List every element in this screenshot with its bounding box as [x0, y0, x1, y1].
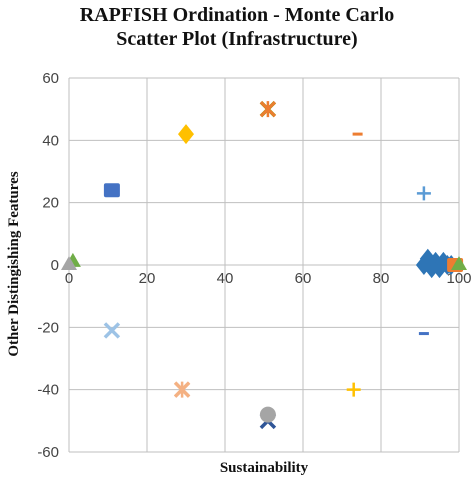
data-point-star — [260, 101, 276, 118]
data-point-star — [174, 381, 190, 398]
data-point-plus — [416, 186, 431, 201]
x-tick-label: 100 — [446, 270, 471, 287]
x-tick-label: 60 — [295, 270, 312, 287]
y-tick-label: -60 — [37, 444, 59, 461]
data-point-triangle — [61, 256, 77, 270]
x-tick-label: 20 — [139, 270, 156, 287]
data-point-diamond — [178, 124, 194, 145]
y-tick-labels: -60 -40 -20 0 20 40 60 — [37, 70, 59, 461]
data-points — [61, 100, 467, 430]
y-axis-title: Other Distingishing Features — [6, 171, 22, 356]
chart-title-line-2: Scatter Plot (Infrastructure) — [116, 28, 358, 50]
data-point-plus — [346, 382, 361, 397]
data-point-x — [103, 322, 121, 339]
chart-title-line-1: RAPFISH Ordination - Monte Carlo — [79, 4, 395, 26]
y-tick-label: -20 — [37, 319, 59, 336]
x-axis-title: Sustainability — [220, 460, 309, 476]
x-tick-label: 0 — [65, 270, 73, 287]
x-tick-labels: 0 20 40 60 80 100 — [65, 270, 472, 287]
data-point-triangle — [451, 256, 467, 270]
y-tick-label: -40 — [37, 382, 59, 399]
y-tick-label: 0 — [51, 257, 59, 274]
data-point-circle — [259, 406, 276, 423]
y-tick-label: 40 — [42, 132, 59, 149]
grid — [68, 77, 460, 453]
y-tick-label: 20 — [42, 195, 59, 212]
x-tick-label: 40 — [217, 270, 234, 287]
data-point-square — [103, 183, 120, 198]
y-tick-label: 60 — [42, 70, 59, 87]
x-tick-label: 80 — [373, 270, 390, 287]
